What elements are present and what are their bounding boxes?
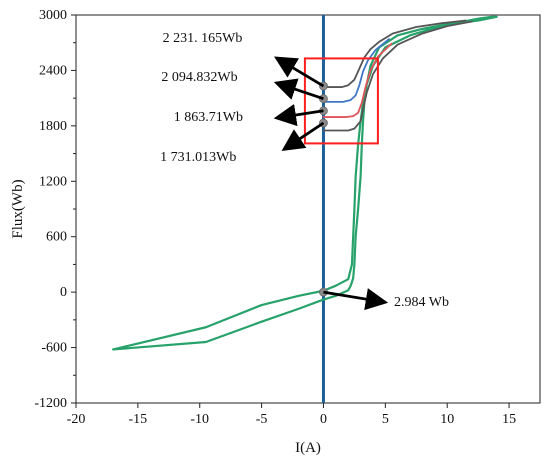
x-tick-label: 15 xyxy=(502,412,516,427)
y-tick-label: 2400 xyxy=(39,63,67,78)
x-axis-title: I(A) xyxy=(295,440,321,456)
annotation-label-2: 2 094.832Wb xyxy=(161,70,237,85)
x-tick-label: 0 xyxy=(320,412,327,427)
series-line-4 xyxy=(322,19,467,88)
series-line-1 xyxy=(112,15,498,351)
y-tick-label: 3000 xyxy=(39,8,67,23)
y-tick-label: 1200 xyxy=(39,174,67,189)
series-line-5 xyxy=(322,20,473,132)
y-axis-title: Flux(Wb) xyxy=(10,179,26,238)
y-tick-label: 600 xyxy=(46,230,67,245)
annotation-arrow-3 xyxy=(273,103,324,127)
annotation-label-4: 1 731.013Wb xyxy=(160,150,236,165)
series-line-3 xyxy=(322,38,390,103)
annotation-label-3: 1 863.71Wb xyxy=(174,110,243,125)
y-tick-label: -1200 xyxy=(34,396,67,411)
y-tick-label: -600 xyxy=(41,341,67,356)
annotation-arrow-5 xyxy=(323,288,389,311)
y-tick-label: 1800 xyxy=(39,119,67,134)
x-tick-label: -5 xyxy=(256,412,268,427)
x-tick-label: 10 xyxy=(440,412,454,427)
x-tick-label: -10 xyxy=(190,412,209,427)
annotation-arrow-4 xyxy=(281,121,325,151)
highlight-box xyxy=(303,57,379,145)
annotation-arrow-1 xyxy=(274,56,325,88)
y-tick-label: 0 xyxy=(60,285,67,300)
annotation-arrow-2 xyxy=(273,78,324,101)
annotation-label-1: 2 231. 165Wb xyxy=(163,31,243,46)
x-tick-label: 5 xyxy=(382,412,389,427)
x-tick-label: -15 xyxy=(129,412,148,427)
plot-area xyxy=(75,14,541,404)
series-line-2 xyxy=(322,42,393,118)
annotation-label-5: 2.984 Wb xyxy=(394,295,449,310)
x-tick-label: -20 xyxy=(67,412,86,427)
